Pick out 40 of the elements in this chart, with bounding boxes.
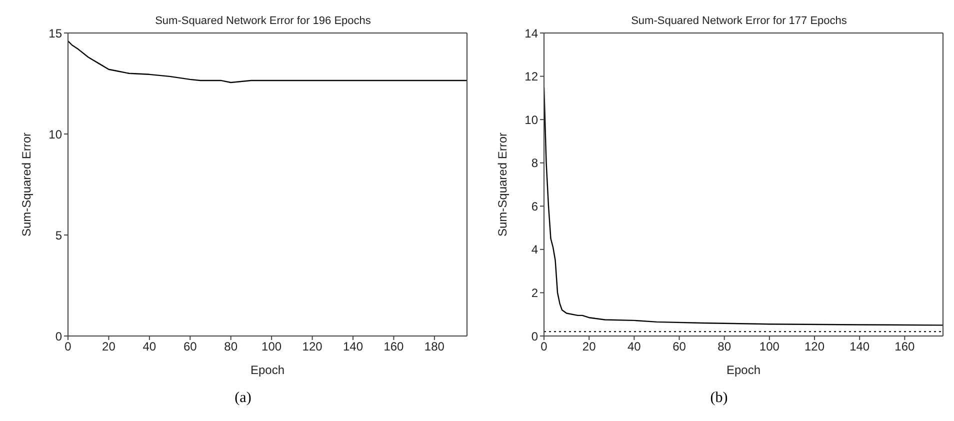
x-tick-label: 160: [384, 340, 404, 354]
y-tick-label: 6: [531, 199, 538, 214]
x-tick-label: 140: [342, 340, 364, 354]
y-axis-title: Sum-Squared Error: [495, 132, 510, 237]
x-tick-label: 40: [142, 340, 156, 354]
x-tick-label: 0: [540, 340, 548, 354]
y-tick-label: 5: [55, 228, 62, 242]
x-tick-label: 20: [102, 340, 116, 354]
y-tick-label: 0: [55, 329, 62, 344]
y-tick-label: 8: [531, 156, 538, 170]
x-tick-label: 80: [224, 340, 238, 354]
x-tick-label: 0: [64, 340, 72, 354]
line-series: [68, 40, 467, 84]
x-tick-label: 60: [672, 340, 686, 354]
text: (a): [234, 390, 252, 406]
y-tick-label: 4: [531, 242, 538, 257]
x-tick-label: 60: [183, 340, 198, 354]
y-tick-label: 0: [531, 329, 538, 344]
x-axis-title: Epoch: [726, 363, 761, 377]
x-tick-label: 100: [759, 340, 780, 354]
x-tick-label: 140: [850, 340, 870, 354]
y-tick-label: 10: [48, 127, 62, 142]
text: (b): [710, 390, 728, 406]
x-axis-title: Epoch: [250, 363, 285, 377]
y-axis-title: Sum-Squared Error: [19, 132, 34, 237]
y-tick-label: 2: [531, 286, 538, 300]
y-tick-label: 14: [524, 26, 538, 40]
x-tick-label: 100: [262, 340, 282, 354]
y-tick-label: 12: [524, 70, 538, 84]
x-tick-label: 160: [894, 340, 916, 354]
x-tick-label: 40: [627, 340, 642, 354]
x-tick-label: 120: [302, 340, 323, 354]
x-tick-label: 80: [718, 340, 732, 354]
chart-title: Sum-Squared Network Error for 196 Epochs: [155, 15, 372, 27]
x-tick-label: 20: [582, 340, 596, 354]
y-tick-label: 15: [48, 26, 62, 40]
x-tick-label: 120: [804, 340, 825, 354]
chart-title: Sum-Squared Network Error for 177 Epochs: [631, 15, 848, 27]
x-tick-label: 180: [424, 340, 445, 354]
y-tick-label: 10: [524, 112, 538, 127]
